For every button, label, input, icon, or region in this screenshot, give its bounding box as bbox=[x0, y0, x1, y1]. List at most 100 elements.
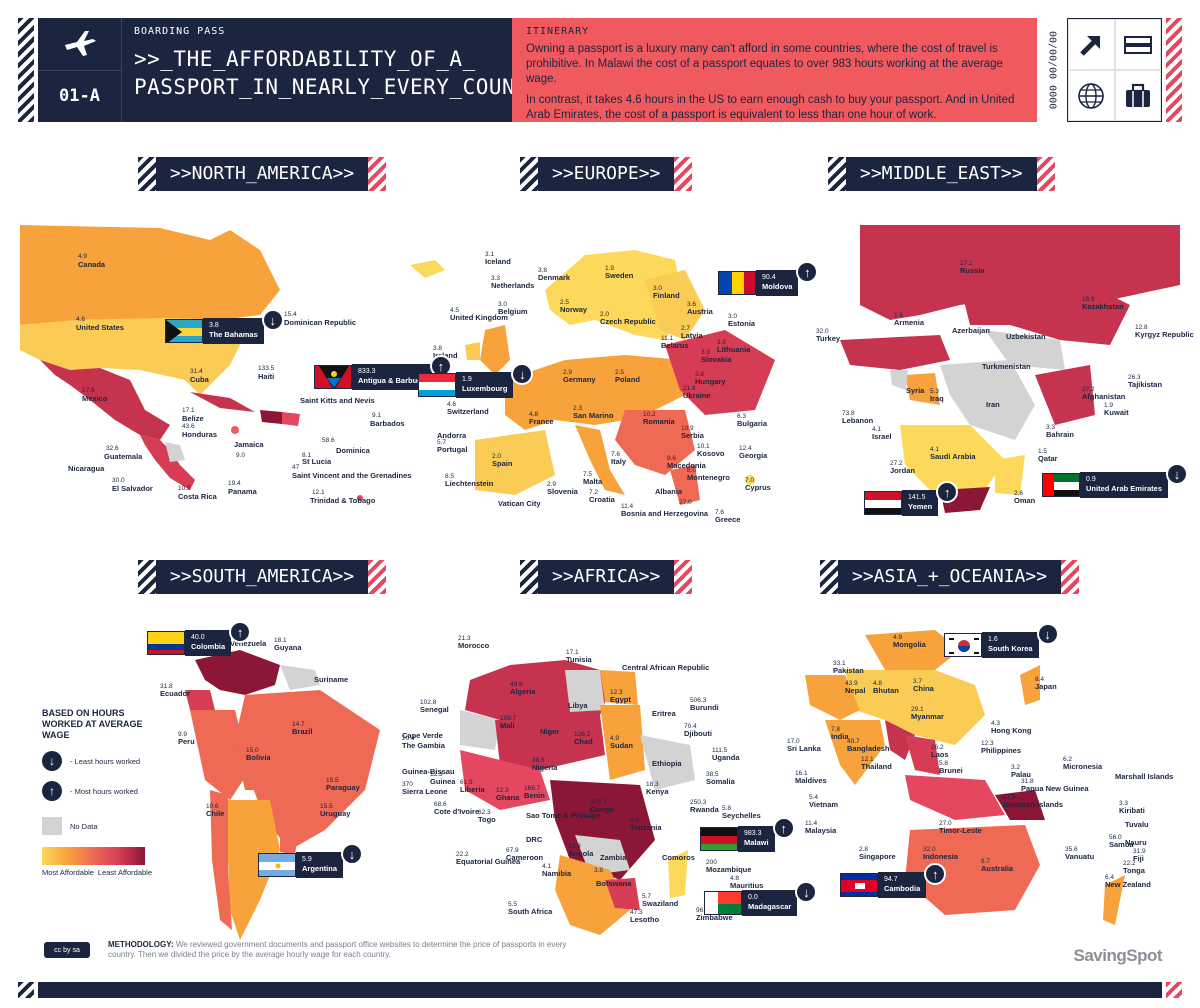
moldova-flag-icon bbox=[718, 271, 756, 295]
map-country-label: Malta bbox=[583, 477, 603, 486]
map-country-label: Seychelles bbox=[722, 811, 761, 820]
map-country-label: Uruguay bbox=[320, 809, 351, 818]
map-country-label: Tanzania bbox=[630, 823, 662, 832]
map-country-label: Ghana bbox=[496, 793, 520, 802]
map-value-label: 6.5 bbox=[630, 817, 639, 824]
map-country-label: Algeria bbox=[510, 687, 536, 696]
date-stamp: 00/00/00 0000 bbox=[1037, 18, 1067, 122]
map-country-label: Tunisia bbox=[566, 655, 593, 664]
map-value-label: 5.4 bbox=[809, 794, 818, 801]
header-title-block: BOARDING PASS >>_THE_AFFORDABILITY_OF_A_… bbox=[122, 18, 554, 122]
map-value-label: 12.3 bbox=[496, 787, 509, 794]
italy-shape bbox=[575, 425, 625, 495]
canada-shape bbox=[20, 225, 280, 325]
badge-luxembourg: 1.9 Luxembourg ↓ bbox=[418, 363, 534, 398]
map-value-label: 2.5 bbox=[560, 299, 569, 306]
svg-text:10.5: 10.5 bbox=[178, 485, 191, 492]
map-country-label: Kyrgyz Republic bbox=[1135, 330, 1194, 339]
badge-bahamas: 3.8 The Bahamas ↓ bbox=[165, 309, 284, 344]
map-country-label: Malaysia bbox=[805, 826, 837, 835]
page-title-line1: >>_THE_AFFORDABILITY_OF_A_ bbox=[134, 47, 476, 71]
mexico-shape bbox=[40, 360, 170, 440]
map-value-label: 12.3 bbox=[610, 689, 623, 696]
map-value-label: 27.2 bbox=[890, 460, 903, 467]
map-country-label: Guinea bbox=[430, 777, 456, 786]
ukraine-belarus-shape bbox=[665, 330, 775, 415]
map-value-label: 12.8 bbox=[1135, 324, 1148, 331]
map-value-label: 5.8 bbox=[939, 760, 948, 767]
map-value-label: 1.9 bbox=[1104, 402, 1113, 409]
map-country-label: Lebanon bbox=[842, 416, 874, 425]
badge-antigua: 833.3 Antigua & Barbuda ↑ bbox=[314, 355, 452, 390]
svg-text:32.6: 32.6 bbox=[106, 445, 119, 452]
map-country-label: Estonia bbox=[728, 319, 756, 328]
map-value-label: 19.9 bbox=[1082, 296, 1095, 303]
map-country-label: Tajikistan bbox=[1128, 380, 1162, 389]
map-value-label: 26.2 bbox=[931, 744, 944, 751]
map-country-label: Botswana bbox=[596, 879, 632, 888]
map-value-label: 29.1 bbox=[911, 706, 924, 713]
map-value-label: 4.1 bbox=[542, 863, 551, 870]
svg-text:Panama: Panama bbox=[228, 487, 258, 496]
map-country-label: Vatican City bbox=[498, 499, 541, 508]
suitcase-icon bbox=[1114, 70, 1161, 121]
map-country-label: Russia bbox=[960, 266, 985, 275]
map-country-label: Andorra bbox=[437, 431, 467, 440]
map-value-label: 21.3 bbox=[458, 635, 471, 642]
map-legend: BASED ON HOURS WORKED AT AVERAGE WAGE ↓ -… bbox=[42, 708, 152, 877]
uruguay-shape bbox=[280, 835, 298, 855]
new-zealand-shape bbox=[1103, 875, 1125, 925]
map-country-label: Tonga bbox=[1123, 866, 1146, 875]
syria-shape bbox=[890, 370, 908, 390]
map-value-label: 10.1 bbox=[697, 443, 710, 450]
map-value-label: 3.8 bbox=[695, 371, 704, 378]
greece-shape bbox=[670, 465, 700, 505]
map-country-label: Tuvalu bbox=[1125, 820, 1149, 829]
map-country-label: Syria bbox=[906, 386, 925, 395]
map-value-label: 35.6 bbox=[1065, 846, 1078, 853]
madagascar-shape bbox=[668, 850, 688, 898]
arrow-up-icon: ↑ bbox=[924, 863, 947, 885]
haiti-shape bbox=[260, 410, 282, 424]
map-country-label: Switzerland bbox=[447, 407, 489, 416]
map-country-label: Singapore bbox=[859, 852, 896, 861]
map-country-label: Niger bbox=[540, 727, 559, 736]
map-value-label: 7.0 bbox=[745, 477, 754, 484]
map-country-label: Afghanistan bbox=[1082, 392, 1126, 401]
map-country-label: Zimbabwe bbox=[696, 913, 733, 922]
arrow-up-icon: ↑ bbox=[42, 781, 62, 801]
map-country-label: Sudan bbox=[610, 741, 633, 750]
map-value-label: 111.5 bbox=[712, 747, 728, 754]
map-country-label: Greece bbox=[715, 515, 740, 524]
legend-most-affordable: Most Affordable bbox=[42, 868, 94, 877]
map-value-label: 43.9 bbox=[845, 680, 858, 687]
map-value-label: 62.3 bbox=[478, 809, 491, 816]
map-value-label: 6.4 bbox=[1105, 874, 1114, 881]
map-value-label: 16.1 bbox=[795, 770, 808, 777]
map-value-label: 49.9 bbox=[510, 681, 523, 688]
map-country-label: Philippines bbox=[981, 746, 1021, 755]
map-country-label: New Zealand bbox=[1105, 880, 1151, 889]
map-value-label: 5.7 bbox=[642, 893, 651, 900]
map-country-label: Cape Verde bbox=[402, 731, 443, 740]
map-value-label: 1.6 bbox=[894, 312, 903, 319]
header-left: 01-A bbox=[38, 18, 122, 122]
map-value-label: 4.8 bbox=[730, 875, 739, 882]
svg-text:Guatemala: Guatemala bbox=[104, 452, 143, 461]
itinerary-paragraph-2: In contrast, it takes 4.6 hours in the U… bbox=[526, 94, 1015, 121]
argentina-flag-icon bbox=[258, 853, 296, 877]
peru-shape bbox=[190, 710, 250, 800]
svg-text:El Salvador: El Salvador bbox=[112, 484, 153, 493]
map-country-label: Georgia bbox=[739, 451, 768, 460]
map-value-label: 3.3 bbox=[491, 275, 500, 282]
map-value-label: 200 bbox=[706, 859, 717, 866]
map-value-label: 15.5 bbox=[326, 777, 339, 784]
nordics-shape bbox=[545, 250, 685, 340]
map-country-label: United Kingdom bbox=[450, 313, 508, 322]
south-korea-flag-icon bbox=[944, 633, 982, 657]
svg-text:Dominica: Dominica bbox=[336, 446, 371, 455]
map-value-label: 2.6 bbox=[1014, 490, 1023, 497]
